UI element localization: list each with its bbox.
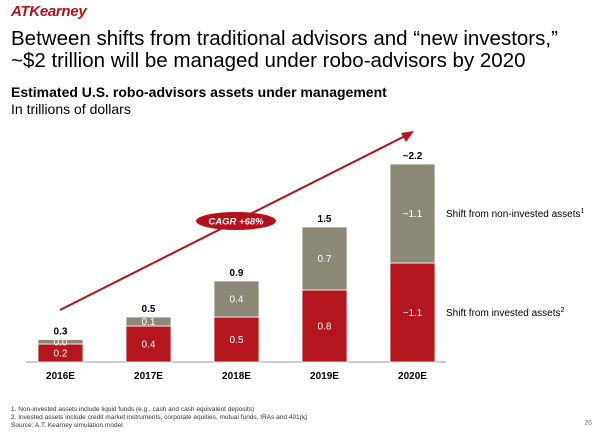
footnote-2: 2. Invested assets include credit market… [11,413,308,421]
data-label: 0.4 [230,295,244,306]
chart-units: In trillions of dollars [11,101,131,117]
bar-total-label: 0.3 [54,327,68,338]
data-label: 0.7 [318,254,332,265]
footnote-1: 1. Non-invested assets include liquid fu… [11,406,255,413]
chart-title: Estimated U.S. robo-advisors assets unde… [11,84,387,100]
bar-segment [37,339,84,345]
bar-segment [125,316,172,327]
x-tick-label: 2016E [46,371,75,382]
data-label: 0.5 [230,335,244,346]
data-label: 0.1 [142,317,156,328]
cagr-badge [196,212,276,230]
data-label: 0.0 [54,337,68,348]
bar-total-label: 0.9 [230,268,244,279]
bar-total-label: 0.5 [142,304,156,315]
x-tick-label: 2017E [134,371,163,382]
data-label: ~1.1 [403,308,423,319]
legend-label: Shift from invested assets2 [446,307,565,319]
bar-segment [213,316,260,363]
x-tick-label: 2018E [222,371,251,382]
bar-segment [389,163,436,264]
data-label: 0.4 [142,340,156,351]
page-headline: Between shifts from traditional advisors… [11,27,558,72]
x-tick-label: 2020E [398,371,427,382]
data-label: ~1.1 [403,209,423,220]
bar-total-label: 1.5 [318,214,332,225]
bar-segment [301,226,348,291]
legend-label: Shift from non-invested assets1 [446,208,585,220]
bar-segment [301,289,348,363]
x-tick-label: 2019E [310,371,339,382]
bar-segment [125,325,172,363]
bar-segment [213,280,260,318]
data-label: 0.8 [318,322,332,333]
footnotes: 1. Non-invested assets include liquid fu… [11,406,307,429]
source-note: Source: A.T. Kearney simulation model [11,421,123,429]
cagr-label: CAGR +68% [208,217,264,228]
page-number: 26 [584,420,592,427]
bar-total-label: ~2.2 [403,151,423,162]
bar-segment [389,262,436,363]
brand-logo: ATKearney [11,3,87,20]
data-label: 0.2 [54,349,68,360]
growth-arrow-head [401,131,414,142]
